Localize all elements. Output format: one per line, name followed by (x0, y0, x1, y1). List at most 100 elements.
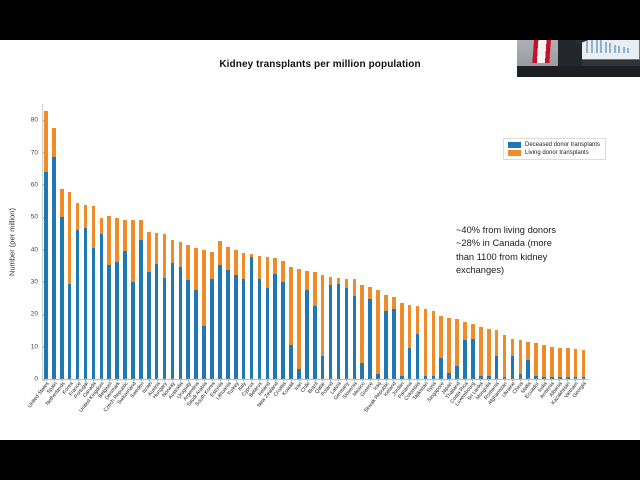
bar-series-group (42, 104, 587, 379)
bar-group (429, 104, 437, 379)
y-axis-tick: 40 (31, 246, 45, 253)
bar-segment-living-donor (423, 309, 428, 376)
bar-segment-deceased-donor (439, 357, 444, 379)
bar-segment-deceased-donor (423, 375, 428, 379)
stacked-bar (384, 294, 388, 379)
bar-segment-living-donor (542, 345, 546, 378)
stacked-bar (526, 341, 531, 379)
bar-segment-deceased-donor (352, 295, 357, 379)
chart-legend: Deceased donor transplants Living donor t… (503, 138, 607, 160)
legend-color-swatch (508, 150, 521, 156)
stacked-bar (320, 274, 325, 379)
stacked-bar (344, 278, 349, 379)
bar-segment-deceased-donor (518, 374, 523, 379)
bar-group (303, 104, 311, 379)
bar-group (390, 104, 398, 379)
legend-item: Living donor transplants (508, 150, 600, 156)
bar-group (50, 104, 58, 379)
bar-segment-living-donor (131, 220, 135, 282)
bar-segment-living-donor (510, 338, 515, 357)
legend-label: Living donor transplants (525, 150, 589, 156)
bar-group (279, 104, 287, 379)
stacked-bar (241, 252, 246, 379)
bar-segment-living-donor (376, 290, 380, 375)
bar-segment-deceased-donor (226, 269, 230, 379)
bar-segment-deceased-donor (376, 374, 380, 379)
y-axis-label: Number (per million) (6, 104, 18, 379)
bar-group (287, 104, 295, 379)
bar-segment-deceased-donor (249, 257, 254, 379)
annotation-line: than 1100 from kidney (456, 251, 548, 262)
bar-group (453, 104, 461, 379)
bar-segment-deceased-donor (178, 267, 183, 379)
stacked-bar (273, 258, 278, 379)
bar-segment-living-donor (526, 341, 531, 360)
bar-segment-deceased-donor (407, 348, 412, 379)
bar-segment-deceased-donor (534, 375, 538, 379)
bar-segment-deceased-donor (44, 171, 48, 379)
stacked-bar (139, 220, 143, 379)
stacked-bar (202, 249, 206, 379)
y-axis-line (42, 104, 43, 379)
bar-segment-deceased-donor (471, 338, 475, 379)
bar-segment-living-donor (139, 220, 143, 240)
stacked-bar (170, 239, 175, 379)
bar-segment-living-donor (581, 349, 586, 378)
stacked-bar (67, 192, 72, 379)
bar-segment-deceased-donor (154, 264, 159, 379)
stacked-bar (368, 287, 372, 379)
stacked-bar (178, 241, 183, 379)
bar-segment-living-donor (257, 256, 262, 279)
bar-group (358, 104, 366, 379)
stacked-bar (352, 279, 357, 379)
bar-segment-living-donor (407, 304, 412, 349)
letterbox-bottom (0, 440, 640, 480)
bar-segment-deceased-donor (368, 298, 372, 379)
bar-group (295, 104, 303, 379)
bar-group (327, 104, 335, 379)
stacked-bar (99, 217, 104, 379)
bar-segment-living-donor (392, 296, 396, 310)
bar-segment-living-donor (312, 272, 317, 307)
bar-segment-deceased-donor (399, 375, 404, 379)
stacked-bar (154, 233, 159, 379)
bar-segment-living-donor (241, 252, 246, 280)
bar-segment-living-donor (249, 254, 254, 258)
bar-segment-deceased-donor (273, 274, 278, 379)
bar-group (208, 104, 216, 379)
bar-segment-living-donor (170, 239, 175, 263)
bar-group (42, 104, 50, 379)
bar-group (58, 104, 66, 379)
bar-group (105, 104, 113, 379)
stacked-bar (336, 278, 341, 379)
bar-segment-deceased-donor (289, 344, 293, 379)
bar-segment-living-donor (273, 258, 278, 275)
stacked-bar (194, 247, 198, 379)
bar-group (113, 104, 121, 379)
bar-segment-deceased-donor (99, 234, 104, 379)
stacked-bar (376, 290, 380, 379)
legend-color-swatch (508, 142, 521, 148)
bar-segment-living-donor (305, 270, 309, 291)
stacked-bar (550, 346, 554, 379)
stacked-bar (463, 322, 467, 379)
bar-segment-deceased-donor (59, 216, 64, 379)
bar-segment-living-donor (352, 279, 357, 296)
stacked-bar (226, 247, 230, 379)
bar-segment-living-donor (360, 285, 364, 363)
y-axis-tick: 60 (31, 181, 45, 188)
bar-segment-deceased-donor (526, 359, 531, 379)
presentation-slide: Kidney transplants per million populatio… (0, 40, 640, 440)
stacked-bar (186, 244, 191, 379)
bar-group (161, 104, 169, 379)
stacked-bar (210, 252, 214, 379)
bar-group (437, 104, 445, 379)
bar-segment-deceased-donor (415, 333, 420, 379)
stacked-bar (162, 234, 167, 379)
bar-group (524, 104, 532, 379)
bar-group (398, 104, 406, 379)
bar-segment-living-donor (281, 260, 285, 282)
bar-segment-deceased-donor (52, 157, 56, 379)
bar-segment-living-donor (486, 328, 491, 376)
bar-segment-living-donor (265, 257, 270, 289)
